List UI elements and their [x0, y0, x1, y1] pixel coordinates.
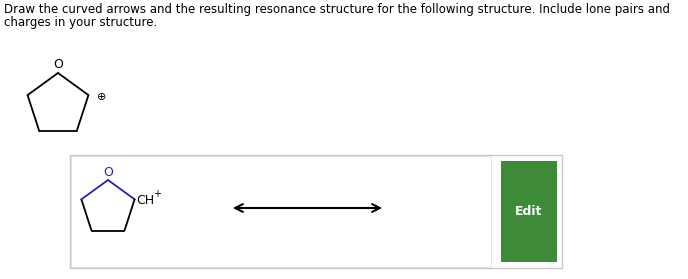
Text: +: +: [153, 189, 160, 199]
Bar: [501, 161, 557, 262]
Text: ⊕: ⊕: [98, 92, 107, 102]
Text: O: O: [53, 59, 63, 71]
Text: CH: CH: [137, 194, 155, 207]
Bar: [71, 156, 491, 267]
Text: Draw the curved arrows and the resulting resonance structure for the following s: Draw the curved arrows and the resulting…: [4, 3, 670, 16]
Text: O: O: [103, 167, 113, 179]
Text: charges in your structure.: charges in your structure.: [4, 16, 158, 29]
Bar: [70, 155, 562, 268]
Text: Edit: Edit: [515, 205, 543, 218]
